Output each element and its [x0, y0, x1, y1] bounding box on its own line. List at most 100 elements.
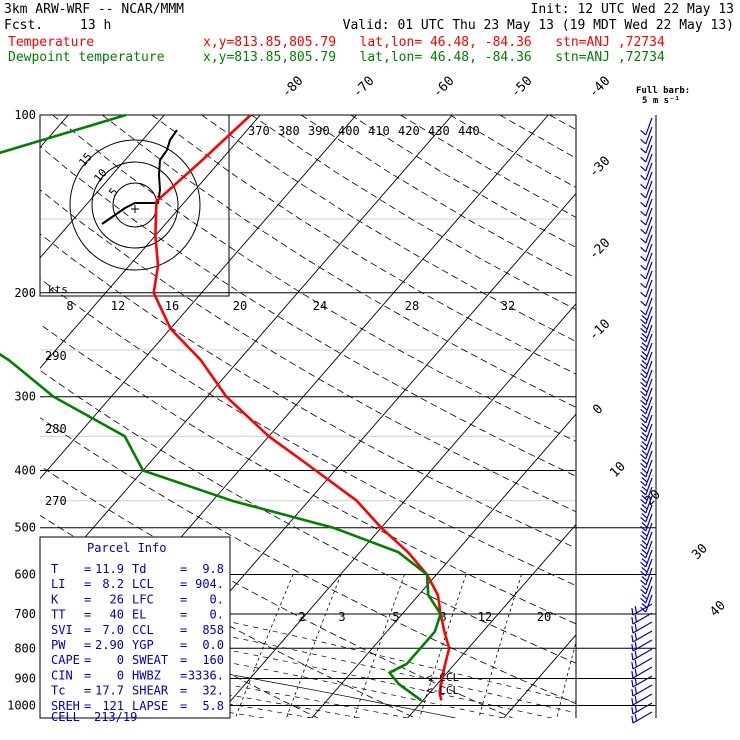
theta-label: 290 [45, 349, 67, 363]
wind-barb [640, 585, 653, 604]
wind-barb [640, 225, 653, 244]
wind-barb [640, 468, 653, 487]
isotherm-label: 10 [607, 459, 629, 481]
parcel-param-value: 26 [110, 592, 124, 606]
wind-barb [640, 126, 653, 145]
wind-barb [640, 351, 653, 370]
wind-barb [631, 612, 653, 625]
svg-text:=: = [84, 592, 91, 606]
svg-text:=: = [84, 638, 91, 652]
dry-adiabat [40, 278, 576, 587]
parcel-param-value: 7.0 [102, 623, 124, 637]
hodograph-unit: kts [48, 283, 68, 296]
parcel-param-value: 0 [117, 653, 124, 667]
wind-barb [640, 189, 653, 208]
dry-adiabat [40, 233, 576, 549]
dry-adiabat [40, 323, 576, 625]
wind-barb [640, 540, 653, 559]
svg-text:=: = [180, 699, 187, 713]
mixing-ratio-label: 2 [298, 610, 305, 624]
pressure-tick-label: 1000 [7, 698, 36, 712]
wind-barb [640, 324, 653, 343]
moist-adiabat [40, 587, 576, 703]
dry-adiabat [449, 115, 576, 188]
wind-barb [640, 270, 653, 289]
theta-label: 280 [45, 422, 67, 436]
parcel-param-value: 11.9 [95, 562, 124, 576]
isotherm-label: 30 [689, 541, 711, 563]
svg-text:=: = [84, 684, 91, 698]
parcel-param-value: 17.7 [95, 684, 124, 698]
parcel-param-label: K [51, 592, 59, 606]
svg-text:=: = [84, 562, 91, 576]
wind-barb [640, 234, 653, 253]
parcel-param-value: 0 [117, 668, 124, 682]
wind-barb [640, 531, 653, 550]
parcel-param-label: SVI [51, 623, 73, 637]
pressure-tick-label: 100 [14, 108, 36, 122]
hodograph-ring-label: 10 [91, 166, 109, 185]
parcel-param-label: PW [51, 638, 66, 652]
theta-label: 410 [368, 124, 390, 138]
dry-adiabat [40, 145, 576, 477]
isotherm-label: -80 [279, 74, 306, 101]
temperature-trace [152, 114, 451, 701]
dewpoint-legend: Dewpoint temperature [8, 51, 165, 65]
parcel-param-label: SHEAR [132, 684, 169, 698]
temperature-legend: Temperature [8, 36, 94, 50]
dewpoint-trace [0, 113, 442, 702]
svg-text:=: = [180, 668, 187, 682]
parcel-param-label: HWBZ [132, 668, 161, 682]
wind-barb [640, 441, 653, 460]
svg-text:=: = [84, 577, 91, 591]
wind-barb [640, 396, 653, 415]
dry-adiabat [151, 115, 576, 375]
wind-barb [640, 144, 653, 163]
wind-barb [631, 657, 653, 670]
sounding-traces [0, 113, 451, 702]
wind-barb [640, 549, 653, 568]
wind-barb [640, 279, 653, 298]
svg-text:=: = [84, 668, 91, 682]
dry-adiabat [40, 417, 576, 705]
wind-barb [640, 486, 653, 505]
wind-barb [640, 117, 653, 136]
wind-barb [640, 135, 653, 154]
wind-barb [631, 693, 653, 706]
isotherm-line [407, 523, 576, 718]
hodograph-ring-label: 15 [76, 150, 94, 169]
mixing-ratio-label: 20 [537, 610, 551, 624]
ccl-label: <-CCL [426, 671, 459, 684]
temperature-location: x,y=813.85,805.79 lat,lon= 46.48, -84.36… [203, 36, 665, 50]
svg-text:=: = [180, 684, 187, 698]
svg-text:=: = [84, 608, 91, 622]
wind-barb [640, 342, 653, 361]
parcel-param-value: 32. [202, 684, 224, 698]
dry-adiabat [40, 189, 576, 513]
wind-barb [631, 684, 653, 697]
isotherm-label: -70 [350, 74, 377, 101]
init-time: Init: 12 UTC Wed 22 May 13 [531, 3, 735, 17]
svg-text:=: = [84, 623, 91, 637]
parcel-param-label: SWEAT [132, 653, 168, 667]
cell-value: 213/19 [94, 710, 137, 724]
isotherm-label: 40 [707, 598, 729, 620]
wind-barb [640, 360, 653, 379]
svg-text:=: = [180, 638, 187, 652]
theta-label: 430 [428, 124, 450, 138]
dry-adiabat [40, 369, 576, 664]
valid-time: Valid: 01 UTC Thu 23 May 13 (19 MDT Wed … [343, 19, 734, 33]
svg-text:=: = [180, 577, 187, 591]
hodograph-speed-tick: 24 [313, 299, 327, 313]
parcel-param-label: SREH [51, 699, 80, 713]
svg-text:=: = [180, 653, 187, 667]
parcel-info-box: Parcel Info T = 11.9 Td = 9.8 LI = 8.2 LCL = 904. K =… [39, 536, 231, 724]
wind-barb [640, 558, 653, 577]
hodograph-speed-tick: 20 [233, 299, 247, 313]
parcel-param-label: TT [51, 608, 65, 622]
parcel-param-label: LI [51, 577, 65, 591]
theta-label: 380 [278, 124, 300, 138]
wind-barb [640, 198, 653, 217]
isotherm-line [40, 115, 453, 590]
wind-barb [640, 369, 653, 388]
